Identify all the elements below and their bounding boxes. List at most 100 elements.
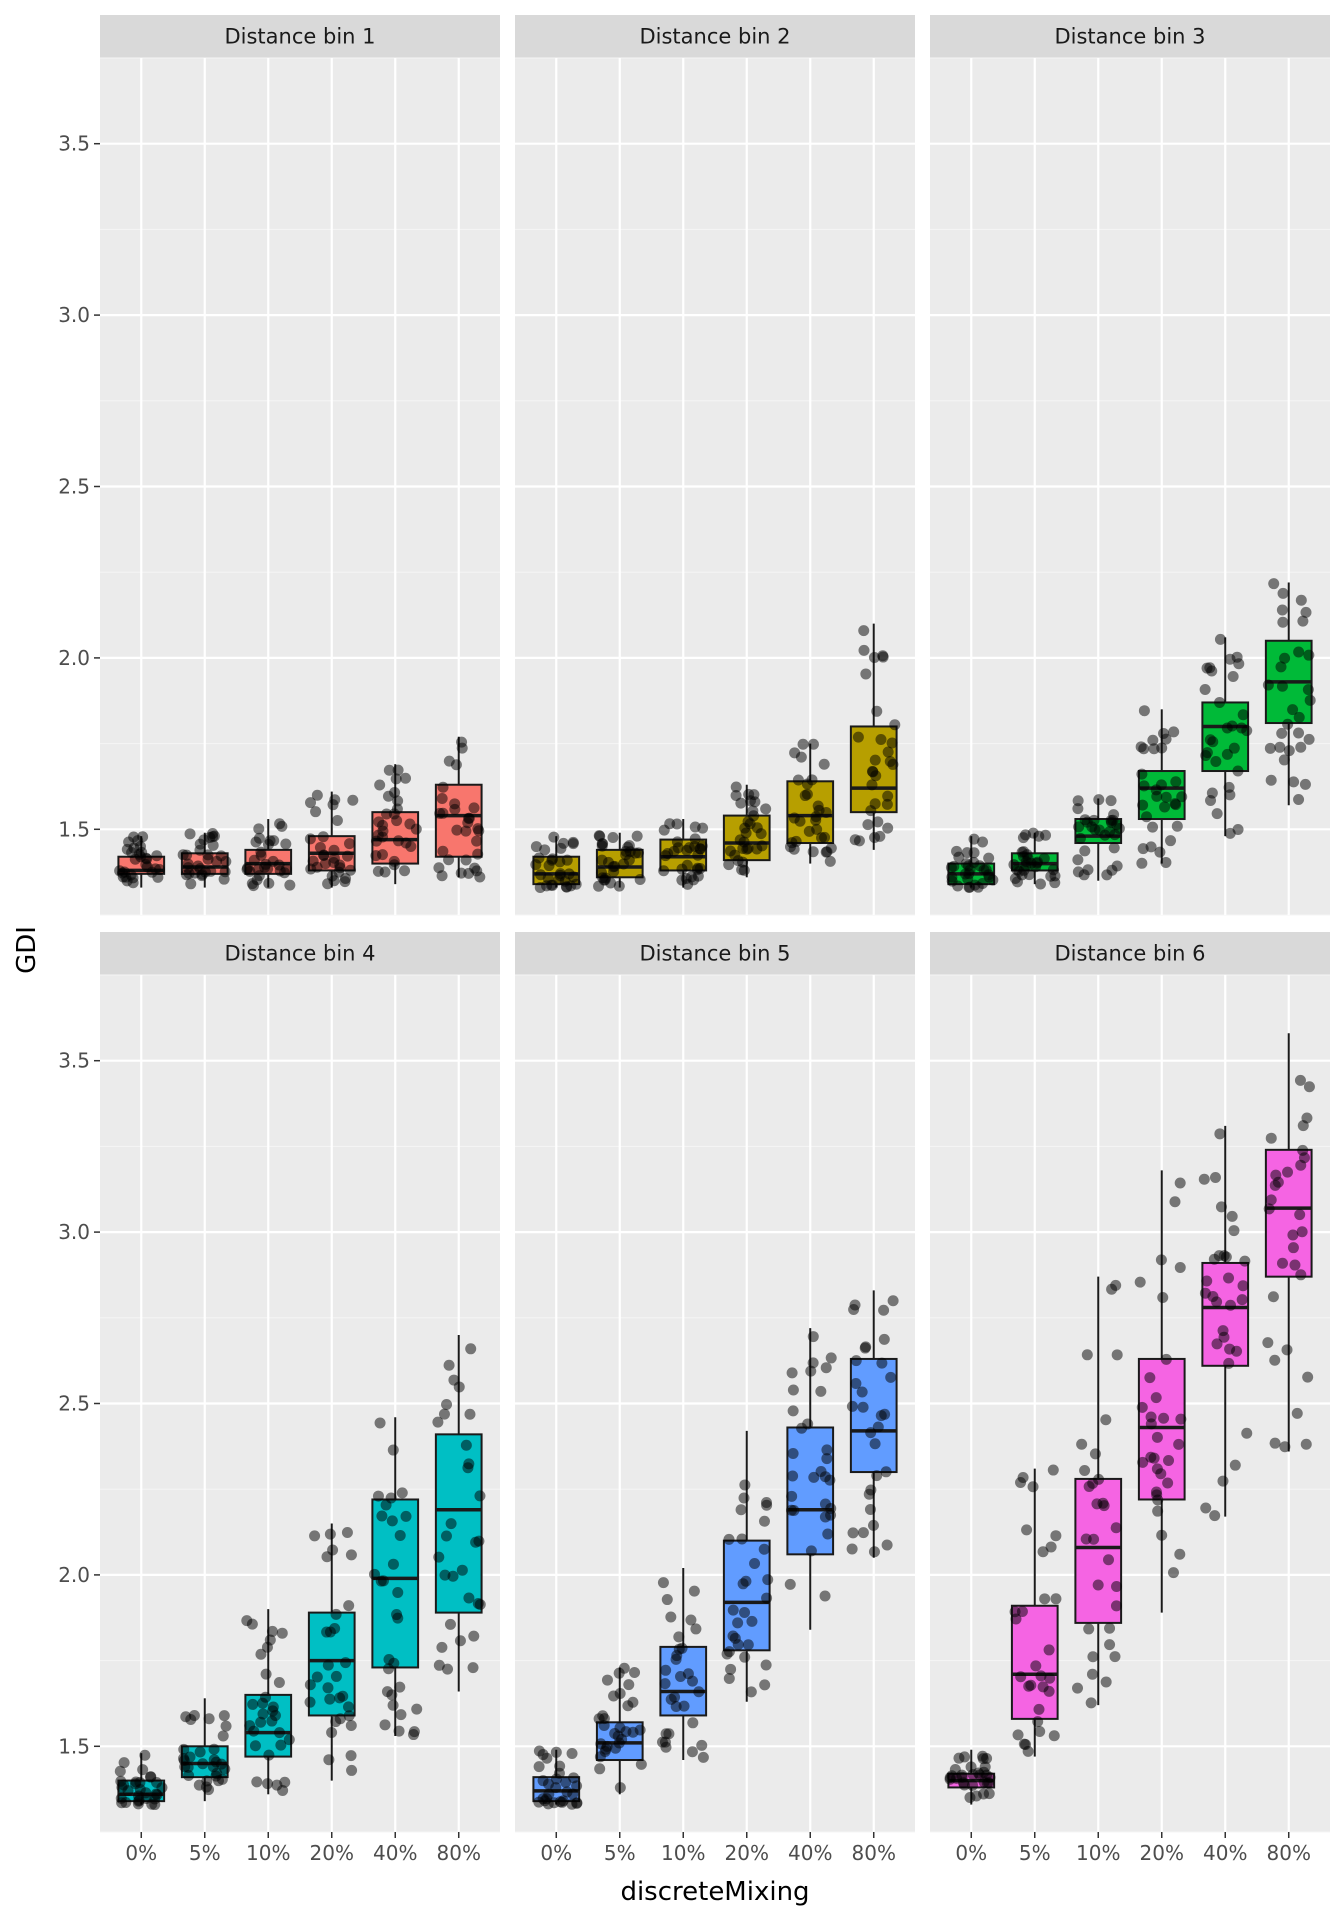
- box-80%: [432, 1334, 486, 1692]
- jitter-point: [882, 746, 894, 758]
- jitter-point: [1103, 1554, 1115, 1566]
- jitter-point: [565, 880, 577, 892]
- jitter-point: [252, 863, 264, 875]
- jitter-point: [1278, 754, 1290, 766]
- jitter-point: [1147, 821, 1159, 833]
- facet-strip-label: Distance bin 1: [224, 25, 375, 49]
- jitter-point: [813, 804, 825, 816]
- jitter-point: [670, 1700, 682, 1712]
- x-tick-label: 40%: [373, 1841, 417, 1865]
- jitter-point: [177, 849, 189, 861]
- jitter-point: [634, 874, 646, 886]
- jitter-point: [1281, 1344, 1293, 1356]
- facet-strip-label: Distance bin 6: [1054, 942, 1205, 966]
- jitter-point: [786, 1490, 798, 1502]
- jitter-point: [1083, 1481, 1095, 1493]
- jitter-point: [264, 1634, 276, 1646]
- jitter-point: [723, 859, 735, 871]
- jitter-point: [787, 1405, 799, 1417]
- jitter-point: [594, 830, 606, 842]
- jitter-point: [1072, 854, 1084, 866]
- jitter-point: [372, 829, 384, 841]
- box-40%: [368, 1417, 423, 1741]
- jitter-point: [1111, 1349, 1123, 1361]
- jitter-point: [319, 858, 331, 870]
- jitter-point: [311, 1671, 323, 1683]
- jitter-point: [467, 1662, 479, 1674]
- y-tick-label: 2.0: [58, 646, 90, 670]
- jitter-point: [1174, 1261, 1186, 1273]
- jitter-point: [1034, 878, 1046, 890]
- jitter-point: [400, 772, 412, 784]
- x-tick-label: 10%: [246, 1841, 290, 1865]
- jitter-point: [437, 845, 449, 857]
- jitter-point: [383, 1663, 395, 1675]
- jitter-point: [372, 1490, 384, 1502]
- jitter-point: [866, 779, 878, 791]
- jitter-point: [1214, 1128, 1226, 1140]
- jitter-point: [468, 1630, 480, 1642]
- jitter-point: [761, 1592, 773, 1604]
- jitter-point: [737, 1578, 749, 1590]
- jitter-point: [1239, 1255, 1251, 1267]
- jitter-point: [878, 1333, 890, 1345]
- jitter-point: [1088, 814, 1100, 826]
- jitter-point: [607, 832, 619, 844]
- jitter-point: [341, 1527, 353, 1539]
- jitter-point: [197, 1758, 209, 1770]
- jitter-point: [1210, 756, 1222, 768]
- box-20%: [1134, 1170, 1187, 1613]
- jitter-point: [276, 1627, 288, 1639]
- jitter-point: [849, 834, 861, 846]
- jitter-point: [1012, 1729, 1024, 1741]
- jitter-point: [1083, 1623, 1095, 1635]
- jitter-point: [787, 1470, 799, 1482]
- jitter-point: [760, 1659, 772, 1671]
- jitter-point: [381, 808, 393, 820]
- jitter-point: [178, 1754, 190, 1766]
- jitter-point: [736, 864, 748, 876]
- jitter-point: [386, 1689, 398, 1701]
- jitter-point: [1274, 741, 1286, 753]
- jitter-point: [745, 1686, 757, 1698]
- jitter-point: [865, 1484, 877, 1496]
- jitter-point: [449, 803, 461, 815]
- jitter-point: [1152, 1505, 1164, 1517]
- jitter-point: [758, 1543, 770, 1555]
- jitter-point: [860, 668, 872, 680]
- jitter-point: [1295, 1269, 1307, 1281]
- jitter-point: [1015, 1671, 1027, 1683]
- jitter-point: [807, 846, 819, 858]
- jitter-point: [685, 1614, 697, 1626]
- jitter-point: [869, 1438, 881, 1450]
- jitter-point: [387, 1558, 399, 1570]
- box-20%: [721, 1430, 774, 1702]
- jitter-point: [1018, 864, 1030, 876]
- jitter-point: [345, 1750, 357, 1762]
- jitter-point: [857, 1527, 869, 1539]
- jitter-point: [180, 1711, 192, 1723]
- jitter-point: [614, 1782, 626, 1794]
- jitter-point: [203, 1713, 215, 1725]
- jitter-point: [1201, 747, 1213, 759]
- jitter-point: [368, 1568, 380, 1580]
- jitter-point: [543, 860, 555, 872]
- jitter-point: [139, 1749, 151, 1761]
- jitter-point: [856, 1386, 868, 1398]
- jitter-point: [460, 825, 472, 837]
- facet-panel-3: Distance bin 3: [930, 15, 1330, 916]
- jitter-point: [1287, 1229, 1299, 1241]
- jitter-point: [1233, 658, 1245, 670]
- facet-strip: [100, 15, 500, 58]
- jitter-point: [1136, 1401, 1148, 1413]
- jitter-point: [663, 1728, 675, 1740]
- jitter-point: [208, 1743, 220, 1755]
- jitter-point: [1089, 1448, 1101, 1460]
- jitter-point: [463, 1458, 475, 1470]
- jitter-point: [983, 1788, 995, 1800]
- jitter-point: [1206, 665, 1218, 677]
- jitter-point: [1214, 633, 1226, 645]
- jitter-point: [1211, 1338, 1223, 1350]
- jitter-point: [217, 1730, 229, 1742]
- jitter-point: [596, 840, 608, 852]
